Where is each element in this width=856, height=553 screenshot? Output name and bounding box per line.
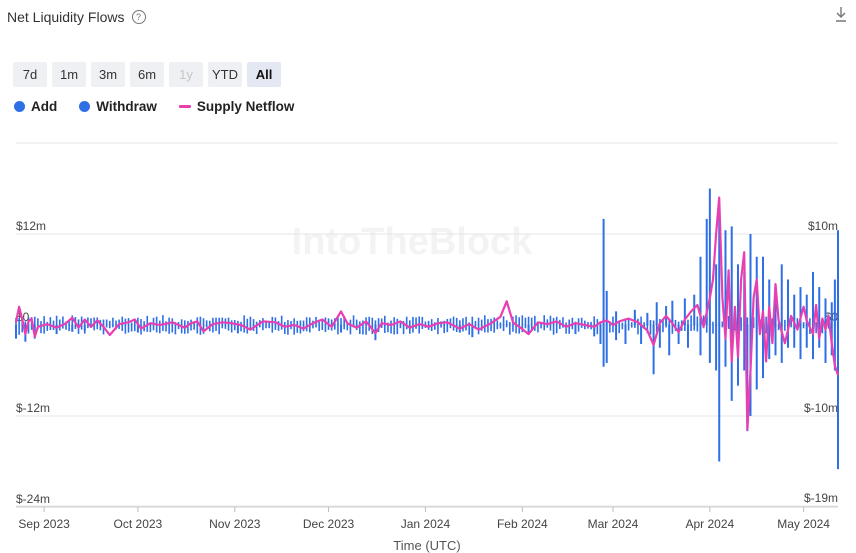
y-tick-right: $10m xyxy=(808,219,838,233)
y-tick-left: $-24m xyxy=(16,492,50,506)
x-tick-label: Jan 2024 xyxy=(401,517,451,531)
x-tick-label: Nov 2023 xyxy=(209,517,261,531)
x-tick-label: May 2024 xyxy=(777,517,830,531)
range-button-6m[interactable]: 6m xyxy=(130,62,164,87)
download-icon[interactable] xyxy=(834,6,848,24)
y-tick-right: $-19m xyxy=(804,491,838,505)
legend-label: Add xyxy=(31,99,58,114)
y-tick-right: $-10m xyxy=(804,401,838,415)
range-button-1y: 1y xyxy=(169,62,203,87)
header: Net Liquidity Flows ? xyxy=(7,6,146,28)
y-tick-left: $-12m xyxy=(16,401,50,415)
range-selector: 7d 1m 3m 6m 1y YTD All xyxy=(13,62,281,87)
legend-item-withdraw[interactable]: Withdraw xyxy=(79,99,157,114)
legend-line-icon xyxy=(178,105,191,108)
legend-dot-icon xyxy=(79,101,91,112)
x-tick-label: Sep 2023 xyxy=(18,517,70,531)
x-axis-title: Time (UTC) xyxy=(393,538,460,553)
help-icon[interactable]: ? xyxy=(131,10,146,24)
legend: Add Withdraw Supply Netflow xyxy=(14,99,316,114)
supply-netflow-line xyxy=(14,196,840,431)
legend-label: Supply Netflow xyxy=(196,99,295,114)
legend-label: Withdraw xyxy=(96,99,157,114)
range-button-ytd[interactable]: YTD xyxy=(208,62,242,87)
legend-item-add[interactable]: Add xyxy=(14,99,57,114)
x-tick-label: Dec 2023 xyxy=(303,517,355,531)
range-button-1m[interactable]: 1m xyxy=(52,62,86,87)
range-button-7d[interactable]: 7d xyxy=(13,62,47,87)
x-tick-label: Feb 2024 xyxy=(497,517,548,531)
x-tick-label: Apr 2024 xyxy=(686,517,735,531)
range-button-all[interactable]: All xyxy=(247,62,281,87)
legend-item-supply-netflow[interactable]: Supply Netflow xyxy=(178,99,295,114)
range-button-3m[interactable]: 3m xyxy=(91,62,125,87)
y-tick-left: $12m xyxy=(16,219,46,233)
x-tick-label: Oct 2023 xyxy=(114,517,163,531)
chart-title: Net Liquidity Flows xyxy=(7,9,125,25)
watermark: IntoTheBlock xyxy=(292,221,534,263)
legend-dot-icon xyxy=(14,101,25,112)
x-tick-label: Mar 2024 xyxy=(588,517,639,531)
